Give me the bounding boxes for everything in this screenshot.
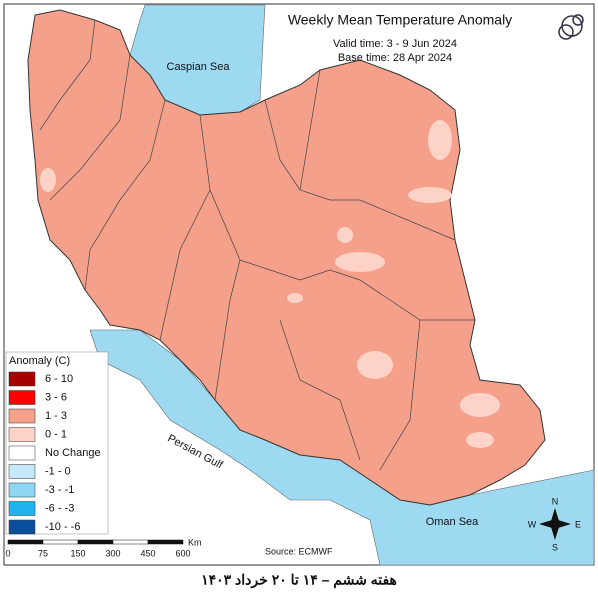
scale-tick: 600 [175,548,190,558]
legend: 6 - 10 3 - 6 1 - 3 0 - 1 No Change -1 - 0 -3 -… [8,371,101,535]
border [299,69,321,191]
border [159,114,211,341]
base-time: Base time: 28 Apr 2024 [338,52,452,64]
compass-w: W [528,519,537,529]
border [379,319,421,471]
title: Weekly Mean Temperature Anomaly [288,12,512,28]
patch [466,432,494,448]
legend-label: -3 - -1 [45,484,74,496]
legend-label: 6 - 10 [45,373,73,385]
legend-swatch [8,445,36,461]
logo-ring [572,14,584,26]
scale-tick: 300 [105,548,120,558]
border [264,99,456,241]
legend-label: 1 - 3 [45,410,67,422]
logo-ring [558,24,574,40]
patch [287,293,303,303]
scale-segment [7,539,44,545]
legend-swatch [8,408,36,424]
compass-needle [555,520,571,528]
scale-tick: 0 [5,548,10,558]
border [49,54,131,201]
compass-n: N [552,496,559,506]
legend-swatch [8,482,36,498]
legend-label: 3 - 6 [45,391,67,403]
valid-time: Valid time: 3 - 9 Jun 2024 [333,38,457,50]
patch [428,120,452,160]
patch [408,187,452,203]
border [209,189,241,401]
compass-s: S [552,542,558,552]
legend-label: -10 - -6 [45,521,80,533]
scale-unit: Km [188,537,202,547]
patch [40,168,56,192]
legend-swatch [8,464,36,479]
patch [357,351,393,379]
border [239,259,475,321]
province-borders [39,19,475,471]
scale-tick: 75 [38,548,48,558]
legend-swatch [8,390,36,405]
source: Source: ECMWF [265,546,333,556]
compass-needle [551,524,559,540]
logo [558,14,584,40]
border [84,99,166,291]
patch [335,252,385,272]
legend-swatch [8,519,36,535]
light-patches [40,120,500,448]
legend-title: Anomaly (C) [9,355,70,367]
legend-label: No Change [45,447,101,459]
border [279,319,361,461]
compass-e: E [575,519,581,529]
iran [27,9,546,506]
compass: N S E W [528,496,581,552]
scale-tick: 150 [70,548,85,558]
scale-segment [112,539,149,545]
compass-needle [539,520,555,528]
scale-segment [42,539,79,545]
sea-label: Oman Sea [426,516,479,528]
legend-label: -6 - -3 [45,502,74,514]
legend-label: -1 - 0 [45,465,71,477]
legend-swatch [8,501,36,516]
scale-segment [147,539,184,545]
patch [337,227,353,243]
caption: هفته ششم – ۱۴ تا ۲۰ خرداد ۱۴۰۳ [201,572,397,589]
scale-tick: 450 [140,548,155,558]
legend-label: 0 - 1 [45,428,67,440]
legend-swatch [8,371,36,387]
patch [460,393,500,417]
compass-needle [551,508,559,524]
border [39,19,96,131]
scale-segment [77,539,114,545]
legend-swatch [8,427,36,442]
sea-label: Caspian Sea [167,61,231,73]
